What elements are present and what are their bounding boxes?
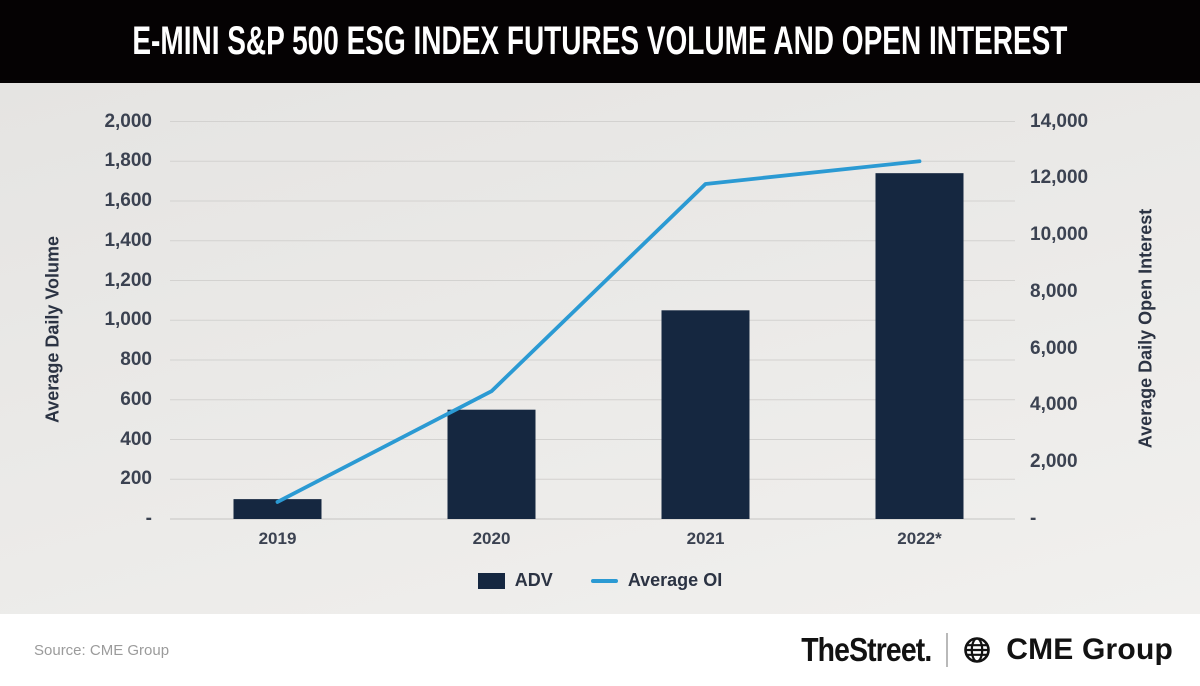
legend-item-average-oi: Average OI	[590, 570, 723, 591]
thestreet-logo: TheStreet.	[801, 631, 932, 668]
left-axis-tick: -	[145, 508, 152, 529]
left-axis-tick: 1,200	[104, 269, 152, 291]
footer: Source: CME Group TheStreet. CME Group	[0, 614, 1200, 686]
adv-swatch-icon	[477, 572, 505, 589]
x-axis-label-2022*: 2022*	[897, 529, 942, 548]
right-axis-tick: 12,000	[1030, 167, 1089, 189]
right-axis-tick: 10,000	[1030, 224, 1089, 246]
cme-group-logo: CME Group	[1006, 633, 1173, 666]
left-axis-tick: 800	[120, 349, 152, 370]
left-axis-tick: 1,800	[104, 150, 152, 172]
x-axis-label-2020: 2020	[472, 529, 511, 548]
title-bar: E-MINI S&P 500 ESG INDEX FUTURES VOLUME …	[0, 0, 1200, 83]
bar-2019	[233, 499, 322, 519]
chart-canvas	[170, 121, 1015, 520]
bar-2022*	[875, 173, 964, 520]
right-axis-tick: -	[1030, 508, 1037, 529]
right-axis-tick: 8,000	[1030, 280, 1078, 302]
brand-logos: TheStreet. CME Group	[780, 631, 1173, 669]
logo-separator	[946, 633, 949, 667]
average-oi-swatch-icon	[590, 578, 618, 583]
left-axis-tick: 1,000	[104, 309, 152, 331]
legend-label-adv: ADV	[514, 570, 553, 590]
legend-label-average-oi: Average OI	[627, 570, 723, 590]
left-axis-tick: 1,400	[104, 229, 152, 251]
x-axis-label-2019: 2019	[258, 529, 297, 548]
bar-2021	[661, 310, 750, 519]
left-axis-tick: 200	[120, 468, 152, 490]
source-note: Source: CME Group	[34, 641, 170, 659]
left-axis-tick: 2,000	[104, 110, 152, 132]
legend: ADV Average OI	[0, 570, 1200, 591]
left-axis-tick: 1,600	[104, 190, 152, 211]
left-axis-tick: 600	[120, 388, 152, 410]
right-axis-tick: 14,000	[1030, 110, 1089, 132]
x-axis-label-2021: 2021	[686, 529, 725, 548]
legend-item-adv: ADV	[477, 570, 553, 591]
globe-icon	[964, 637, 991, 663]
average-oi-line	[275, 159, 922, 504]
right-axis-tick: 2,000	[1030, 451, 1078, 473]
chart-title: E-MINI S&P 500 ESG INDEX FUTURES VOLUME …	[132, 19, 1068, 63]
right-axis-tick: 6,000	[1030, 337, 1078, 359]
left-axis-tick: 400	[120, 428, 152, 450]
chart-area: Average Daily Volume Average Daily Open …	[0, 83, 1200, 614]
right-axis-tick: 4,000	[1030, 394, 1078, 416]
bar-2020	[447, 409, 536, 519]
